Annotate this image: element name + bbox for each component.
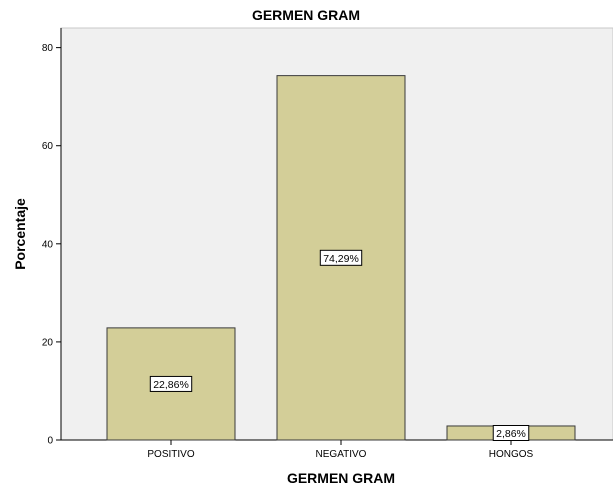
- data-label-positivo: 22,86%: [153, 379, 189, 391]
- y-tick-label: 80: [42, 43, 54, 54]
- data-label-hongos: 2,86%: [496, 428, 526, 440]
- y-axis-ticks: 0 20 40 60 80: [42, 43, 61, 447]
- chart-title: GERMEN GRAM: [252, 7, 360, 23]
- x-tick-label-hongos: HONGOS: [489, 449, 534, 460]
- x-tick-label-positivo: POSITIVO: [147, 449, 194, 460]
- x-tick-label-negativo: NEGATIVO: [316, 449, 367, 460]
- data-label-box: [492, 425, 530, 441]
- y-tick-label: 0: [47, 436, 53, 447]
- x-axis-ticks: POSITIVO NEGATIVO HONGOS: [147, 440, 534, 460]
- x-axis-title: GERMEN GRAM: [287, 470, 395, 486]
- data-label-negativo: 74,29%: [323, 253, 359, 265]
- data-label-box: [149, 375, 193, 392]
- y-tick-label: 20: [42, 337, 54, 348]
- data-labels-group: 22,86% 74,29% 2,86%: [149, 249, 530, 441]
- y-tick-label: 60: [42, 141, 54, 152]
- y-tick-label: 40: [42, 239, 54, 250]
- data-label-box: [319, 249, 363, 266]
- y-axis-title: Porcentaje: [12, 198, 28, 270]
